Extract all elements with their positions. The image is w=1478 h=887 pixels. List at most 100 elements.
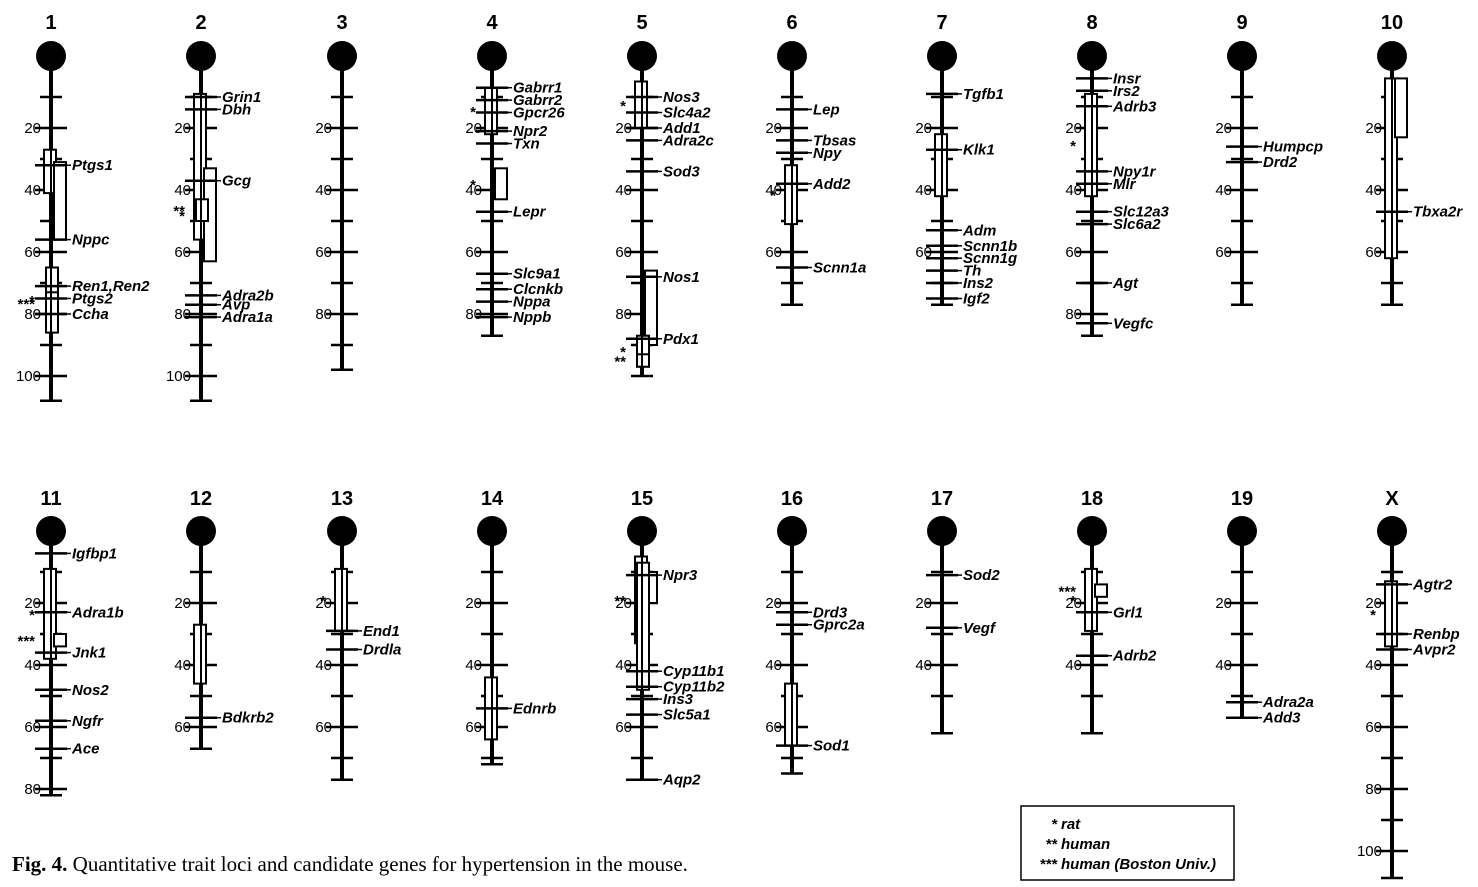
centromere xyxy=(477,41,507,71)
qtl-interval xyxy=(53,633,67,648)
tick-label: 60 xyxy=(465,719,482,736)
gene-label: Sod1 xyxy=(813,738,850,755)
caption-text: Quantitative trait loci and candidate ge… xyxy=(67,852,688,876)
chromosome-number: 3 xyxy=(336,12,347,34)
chromosome-14: 14 20 40 60 Ednrb xyxy=(465,488,556,766)
tick-label: 40 xyxy=(765,657,782,674)
tick-label: 100 xyxy=(16,368,41,385)
centromere xyxy=(477,516,507,546)
centromere xyxy=(1227,41,1257,71)
gene-label: Jnk1 xyxy=(72,645,106,662)
gene-label: Slc9a1 xyxy=(513,266,561,283)
chromosome-number: 9 xyxy=(1236,12,1247,34)
gene-label: Slc5a1 xyxy=(663,707,711,724)
tick-label: 20 xyxy=(1365,120,1382,137)
tick-label: 40 xyxy=(615,657,632,674)
chromosome-5: 520406080****Nos3Slc4a2Add1Adra2cSod3Nos… xyxy=(614,12,715,378)
gene-label: Adrb2 xyxy=(1112,648,1157,665)
gene-label: Scnn1g xyxy=(963,250,1017,267)
qtl-source-marker: * xyxy=(620,98,626,115)
tick-label: 100 xyxy=(166,368,191,385)
gene-label: Ren1,Ren2 xyxy=(72,278,150,295)
centromere xyxy=(186,516,216,546)
qtl-source-marker: * xyxy=(179,208,185,225)
gene-label: Ptgs1 xyxy=(72,157,113,174)
centromere xyxy=(36,516,66,546)
chromosome-number: 8 xyxy=(1086,12,1097,34)
tick-label: 60 xyxy=(1065,244,1082,261)
centromere xyxy=(777,516,807,546)
qtl-interval xyxy=(1394,77,1408,139)
gene-label: Pdx1 xyxy=(663,331,699,348)
chromosome-number: 19 xyxy=(1231,488,1253,510)
tick-label: 80 xyxy=(174,306,191,323)
gene-label: Nos2 xyxy=(72,682,109,699)
gene-label: Lep xyxy=(813,101,840,118)
gene-label: Npr2 xyxy=(513,123,548,140)
tick-label: 80 xyxy=(24,781,41,798)
gene-label: Lepr xyxy=(513,204,547,221)
gene-label: Npy xyxy=(813,145,842,162)
chromosome-number: 15 xyxy=(631,488,653,510)
gene-label: Vegf xyxy=(963,620,997,637)
gene-label: Txn xyxy=(513,136,540,153)
gene-label: Add2 xyxy=(812,176,851,193)
tick-label: 60 xyxy=(315,244,332,261)
legend-symbol: * xyxy=(1051,816,1058,833)
tick-label: 20 xyxy=(465,595,482,612)
centromere xyxy=(36,41,66,71)
chromosome-number: 10 xyxy=(1381,12,1403,34)
gene-label: Gprc2a xyxy=(813,617,865,634)
gene-label: Ace xyxy=(71,741,100,758)
gene-label: Drdla xyxy=(363,642,401,659)
gene-label: Th xyxy=(963,263,981,280)
qtl-source-marker: * xyxy=(620,344,626,361)
tick-label: 60 xyxy=(1365,244,1382,261)
chromosome-number: X xyxy=(1385,488,1399,510)
chromosome-3: 3 20 40 60 80 xyxy=(315,12,358,372)
chromosome-number: 13 xyxy=(331,488,353,510)
gene-label: Ptgs2 xyxy=(72,291,114,308)
tick-label: 40 xyxy=(24,657,41,674)
centromere xyxy=(327,516,357,546)
tick-label: 40 xyxy=(465,182,482,199)
qtl-source-marker: *** xyxy=(1058,584,1076,601)
tick-label: 40 xyxy=(915,182,932,199)
gene-label: Vegfc xyxy=(1113,315,1154,332)
tick-label: 40 xyxy=(465,657,482,674)
chromosome-7: 7 20 40 60 Tgfb1 Klk1 AdmScnn1bScnn1gThIns2Igf… xyxy=(915,12,1017,308)
chromosome-number: 2 xyxy=(195,12,206,34)
chromosome-17: 17 20 40 Sod2 Vegf xyxy=(915,488,1000,735)
tick-label: 80 xyxy=(1365,781,1382,798)
tick-label: 20 xyxy=(915,120,932,137)
chromosome-number: 16 xyxy=(781,488,803,510)
gene-label: Aqp2 xyxy=(662,772,701,789)
gene-label: Humpcp xyxy=(1263,139,1323,156)
centromere xyxy=(627,516,657,546)
qtl-source-marker: ** xyxy=(614,593,626,610)
qtl-source-marker: * xyxy=(770,188,776,205)
tick-label: 80 xyxy=(615,306,632,323)
tick-label: 20 xyxy=(24,120,41,137)
qtl-source-marker: * xyxy=(1370,607,1376,624)
gene-label: Agtr2 xyxy=(1412,576,1453,593)
gene-label: Adra1b xyxy=(71,604,124,621)
qtl-interval xyxy=(1094,583,1108,598)
chromosome-number: 12 xyxy=(190,488,212,510)
legend: * rat** human*** human (Boston Univ.) xyxy=(1020,805,1235,881)
gene-label: Tbsas xyxy=(813,132,856,149)
tick-label: 40 xyxy=(1365,657,1382,674)
tick-label: 60 xyxy=(174,719,191,736)
gene-label: Slc4a2 xyxy=(663,105,711,122)
tick-label: 80 xyxy=(315,306,332,323)
gene-label: Slc12a3 xyxy=(1113,204,1170,221)
gene-label: Scnn1b xyxy=(963,238,1017,255)
gene-label: Adrb3 xyxy=(1112,98,1157,115)
gene-label: Grin1 xyxy=(222,89,261,106)
chromosome-number: 17 xyxy=(931,488,953,510)
tick-label: 40 xyxy=(915,657,932,674)
chromosome-number: 14 xyxy=(481,488,504,510)
